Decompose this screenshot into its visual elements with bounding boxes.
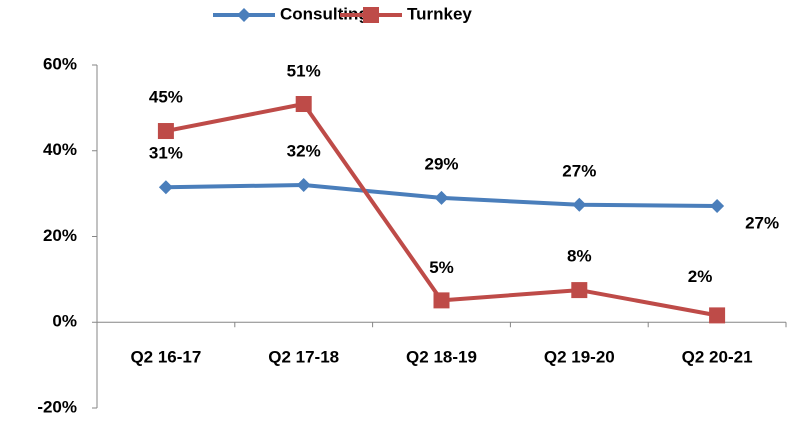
series-line [165, 102, 718, 318]
x-tick-label: Q2 17-18 [268, 348, 339, 367]
data-label: 31% [149, 144, 183, 163]
data-label: 29% [424, 154, 458, 173]
legend-marker [237, 8, 251, 22]
legend-marker [363, 7, 379, 23]
y-tick-label: -20% [37, 397, 77, 416]
data-label: 27% [745, 214, 779, 233]
x-tick-label: Q2 20-21 [682, 348, 753, 367]
data-point [433, 292, 450, 309]
data-point [710, 199, 725, 214]
data-point [572, 197, 587, 212]
data-point [157, 123, 174, 140]
x-tick-label: Q2 18-19 [406, 348, 477, 367]
data-label: 5% [429, 258, 454, 277]
x-tick-label: Q2 19-20 [544, 348, 615, 367]
data-label: 45% [149, 88, 183, 107]
x-tick-label: Q2 16-17 [130, 348, 201, 367]
data-point [295, 96, 312, 113]
data-label: 2% [688, 267, 713, 286]
legend-label: Consulting [280, 4, 369, 23]
y-tick-label: 40% [43, 140, 77, 159]
y-tick-label: 20% [43, 226, 77, 245]
y-tick-label: 60% [43, 54, 77, 73]
data-label: 51% [287, 62, 321, 81]
data-point [571, 282, 588, 299]
data-point [709, 307, 726, 324]
data-point [158, 180, 173, 195]
data-point [296, 178, 311, 193]
data-label: 32% [287, 142, 321, 161]
legend-label: Turnkey [407, 4, 472, 23]
data-point [434, 190, 449, 205]
data-label: 8% [567, 247, 592, 266]
data-label: 27% [562, 161, 596, 180]
y-tick-label: 0% [52, 312, 77, 331]
